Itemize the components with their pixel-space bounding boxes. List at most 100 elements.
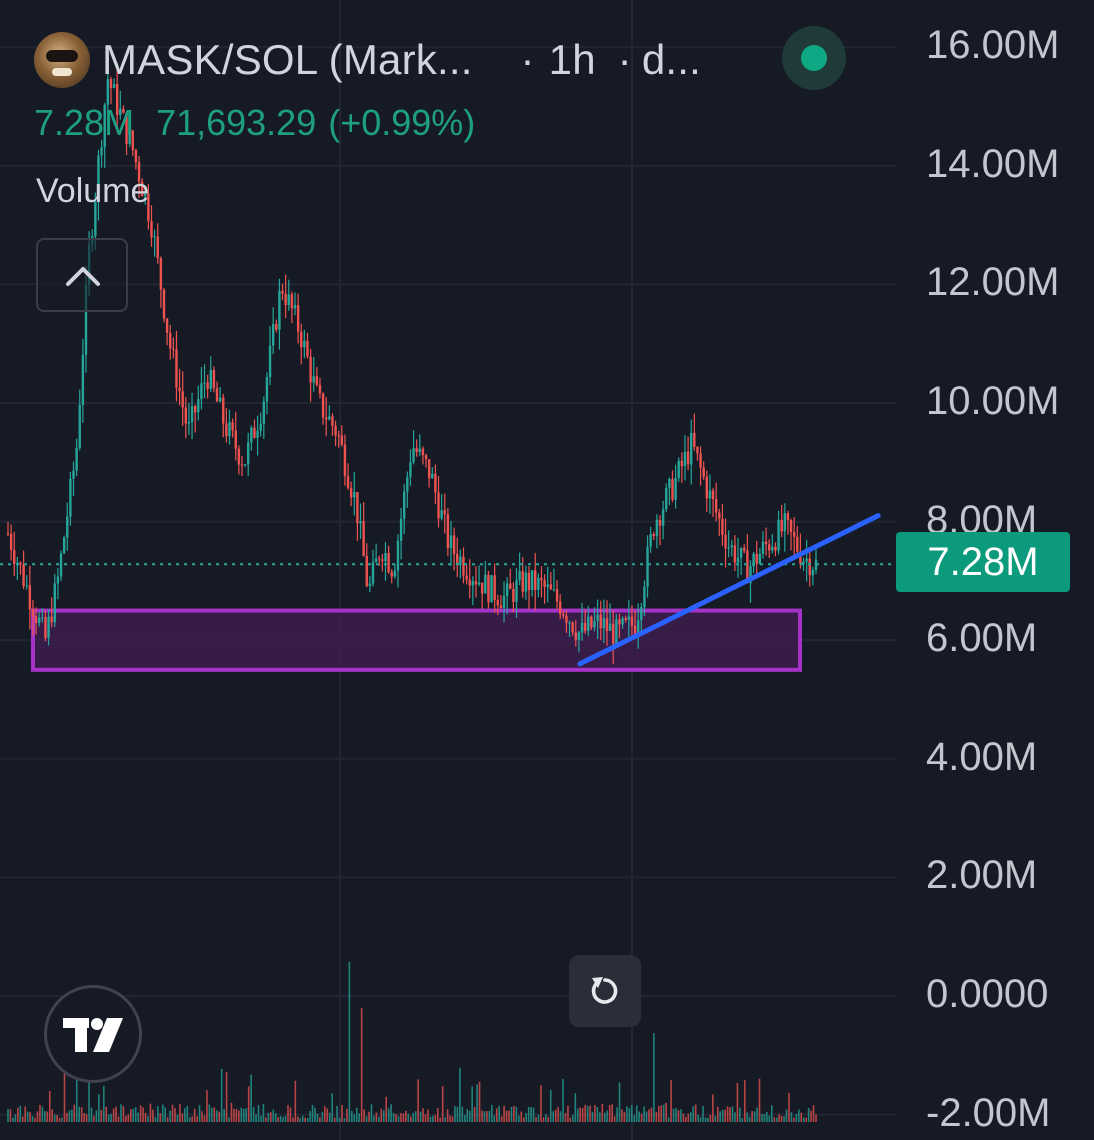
- candle: [271, 323, 275, 346]
- volume-bar: [635, 1105, 638, 1122]
- volume-bar: [17, 1107, 19, 1122]
- volume-bar: [387, 1108, 390, 1122]
- candle: [677, 460, 680, 478]
- candle: [181, 391, 184, 408]
- volume-bar: [299, 1117, 302, 1122]
- volume-bar: [26, 1111, 29, 1122]
- tradingview-logo-icon[interactable]: [44, 985, 142, 1083]
- volume-bar: [351, 1110, 353, 1122]
- candle: [387, 553, 390, 573]
- volume-bar: [400, 1113, 402, 1122]
- volume-bar: [213, 1107, 216, 1122]
- candle: [390, 572, 393, 577]
- candle: [739, 547, 743, 558]
- volume-bar: [147, 1116, 149, 1122]
- candle: [421, 448, 425, 456]
- candle: [162, 289, 166, 319]
- candle: [714, 499, 718, 513]
- indicator-label[interactable]: Volume: [36, 172, 150, 210]
- candle: [109, 79, 113, 88]
- candle: [203, 382, 206, 384]
- candle: [340, 435, 344, 445]
- volume-bar: [306, 1117, 309, 1122]
- volume-bar: [292, 1117, 294, 1122]
- volume-bar: [427, 1109, 429, 1122]
- candle: [259, 423, 262, 431]
- candle: [94, 200, 97, 237]
- reset-chart-button[interactable]: [569, 955, 641, 1027]
- volume-bar: [201, 1111, 203, 1122]
- candle: [178, 387, 181, 392]
- volume-bar: [800, 1112, 803, 1122]
- candle: [231, 422, 234, 431]
- volume-bar: [397, 1116, 400, 1122]
- candle: [502, 596, 506, 609]
- chevron-up-icon: [66, 267, 100, 286]
- volume-bar: [468, 1110, 471, 1122]
- candle: [771, 546, 774, 551]
- volume-bar: [761, 1113, 763, 1122]
- candle: [615, 619, 618, 644]
- volume-bar: [120, 1104, 122, 1122]
- volume-bar: [525, 1113, 528, 1122]
- candle: [736, 557, 740, 563]
- candle: [243, 464, 247, 466]
- candle: [558, 601, 562, 615]
- volume-bar: [748, 1116, 751, 1122]
- volume-bar: [436, 1108, 439, 1122]
- candle: [596, 614, 599, 621]
- collapse-button[interactable]: [36, 238, 128, 312]
- volume-bar: [24, 1106, 26, 1122]
- volume-bar: [660, 1105, 663, 1122]
- candle: [568, 622, 571, 624]
- interval-label: 1h: [548, 36, 596, 83]
- symbol-title[interactable]: MASK/SOL (Mark... · 1h · d...: [102, 36, 701, 84]
- candle: [337, 435, 340, 437]
- candle: [627, 616, 631, 620]
- volume-bar: [269, 1112, 272, 1122]
- volume-bar: [559, 1111, 562, 1122]
- symbol-title-row[interactable]: MASK/SOL (Mark... · 1h · d...: [34, 28, 701, 92]
- candle: [418, 448, 421, 453]
- candle: [674, 477, 677, 500]
- volume-bar: [466, 1109, 469, 1122]
- volume-bar: [608, 1105, 611, 1122]
- volume-bar: [112, 1108, 115, 1122]
- volume-bar: [712, 1094, 714, 1122]
- candle: [708, 490, 712, 499]
- volume-bar: [255, 1114, 257, 1122]
- volume-bar: [547, 1116, 550, 1122]
- volume-bar: [746, 1112, 749, 1122]
- volume-bar: [46, 1111, 49, 1122]
- candle: [169, 332, 172, 349]
- volume-bar: [102, 1085, 105, 1122]
- volume-bar: [228, 1117, 230, 1122]
- volume-bar: [36, 1111, 39, 1122]
- volume-bar: [449, 1115, 451, 1122]
- volume-bar: [176, 1114, 179, 1122]
- volume-bar: [129, 1109, 132, 1122]
- volume-bar: [564, 1112, 567, 1122]
- volume-bar: [451, 1116, 454, 1122]
- candle: [293, 305, 297, 309]
- candle: [661, 509, 665, 526]
- candle: [727, 547, 730, 549]
- volume-bar: [181, 1113, 184, 1122]
- volume-bar: [328, 1112, 331, 1122]
- volume-bar: [19, 1105, 22, 1122]
- candle: [471, 581, 475, 586]
- volume-bar: [665, 1102, 667, 1122]
- candle: [250, 427, 253, 443]
- candle: [62, 537, 66, 554]
- volume-bar: [567, 1105, 569, 1122]
- volume-bar: [166, 1117, 169, 1122]
- volume-bar: [240, 1107, 243, 1122]
- candle: [265, 377, 269, 402]
- volume-bar: [675, 1108, 677, 1122]
- volume-bar: [48, 1090, 51, 1122]
- volume-bar: [139, 1105, 142, 1122]
- volume-bar: [267, 1112, 270, 1122]
- candle: [215, 388, 219, 402]
- candle: [349, 487, 353, 498]
